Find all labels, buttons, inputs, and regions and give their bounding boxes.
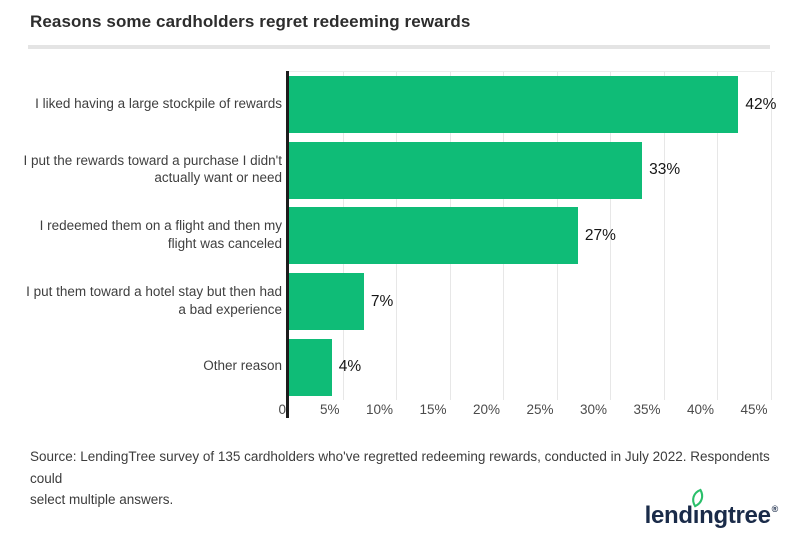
bar-rows: 42% 33% 27% 7% 4% xyxy=(289,72,777,400)
leaf-icon xyxy=(691,488,703,508)
bar-row: 42% xyxy=(289,72,777,138)
x-tick-label: 35% xyxy=(633,402,661,417)
bar-value-label: 4% xyxy=(338,358,362,376)
x-tick-label: 15% xyxy=(419,402,447,417)
gridline xyxy=(610,72,611,400)
bar xyxy=(289,207,578,265)
gridline xyxy=(663,72,665,400)
category-label: I put them toward a hotel stay but then … xyxy=(26,284,282,317)
x-tick-label: 5% xyxy=(319,402,340,417)
registered-trademark: ® xyxy=(771,504,779,514)
bar-row: 33% xyxy=(289,138,775,204)
plot-area: 42% 33% 27% 7% 4% xyxy=(289,71,777,400)
gridline xyxy=(770,72,772,400)
logo-dotless-i-wrap: ı xyxy=(691,488,703,530)
bar-value-label: 33% xyxy=(649,161,681,179)
logo-word-part: ı xyxy=(692,502,700,529)
category-label: I put the rewards toward a purchase I di… xyxy=(23,152,282,186)
logo-word-part: lend xyxy=(644,502,693,529)
bar xyxy=(289,273,364,331)
bar-row: 4% xyxy=(289,334,775,400)
bar-value-label: 42% xyxy=(745,95,777,113)
bar xyxy=(289,76,739,134)
category-label: I redeemed them on a flight and then my … xyxy=(39,218,282,251)
bar-value-label: 27% xyxy=(584,226,616,244)
y-axis-line xyxy=(286,71,289,418)
x-tick-label: 40% xyxy=(686,402,714,417)
bar-row: 7% xyxy=(289,269,775,335)
category-label: Other reason xyxy=(203,358,282,374)
x-tick-label: 0 xyxy=(278,402,286,417)
category-labels: I liked having a large stockpile of rewa… xyxy=(10,71,282,399)
x-tick-label: 20% xyxy=(472,402,500,417)
bar-row: 27% xyxy=(289,203,775,269)
bar xyxy=(289,338,332,396)
category-label: I liked having a large stockpile of rewa… xyxy=(35,96,282,112)
bar-value-label: 7% xyxy=(370,292,394,310)
chart-title: Reasons some cardholders regret redeemin… xyxy=(30,12,471,31)
x-axis-ticks: 0 5% 10% 15% 20% 25% 30% 35% 40% 45% xyxy=(0,402,800,422)
x-tick-label: 30% xyxy=(579,402,607,417)
gridline xyxy=(717,72,718,400)
x-tick-label: 10% xyxy=(365,402,393,417)
lendingtree-logo: lendı ngtree® xyxy=(644,488,779,530)
logo-word-part: ngtree xyxy=(699,502,771,529)
title-divider xyxy=(28,45,770,49)
bar xyxy=(289,141,643,199)
x-tick-label: 25% xyxy=(526,402,554,417)
source-note: Source: LendingTree survey of 135 cardho… xyxy=(30,449,770,507)
x-tick-label: 45% xyxy=(740,402,768,417)
